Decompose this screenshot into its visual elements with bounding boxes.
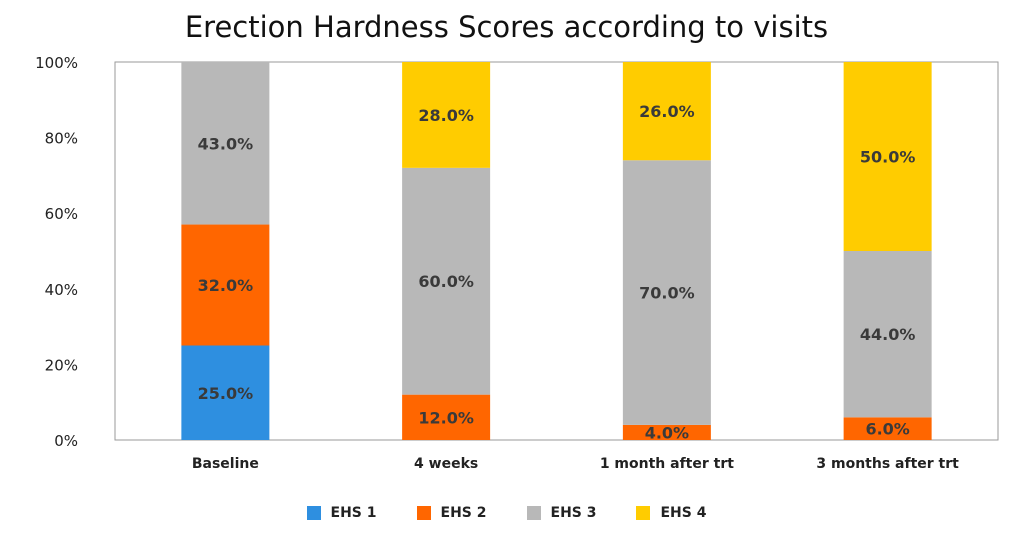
legend-swatch-ehs-3 [526, 506, 541, 520]
data-label-ehs-4-1-month-after-trt: 26.0% [639, 102, 695, 121]
bar-segment-ehs-3-baseline [181, 62, 270, 225]
legend-label-ehs-4: EHS 4 [660, 505, 707, 521]
legend-item-ehs-1: EHS 1 [306, 505, 377, 521]
data-label-ehs-3-1-month-after-trt: 70.0% [639, 284, 695, 303]
data-label-ehs-4-3-months-after-trt: 50.0% [860, 148, 916, 167]
chart-title: Erection Hardness Scores according to vi… [184, 10, 829, 44]
legend-label-ehs-1: EHS 1 [330, 505, 377, 521]
legend-label-ehs-2: EHS 2 [440, 505, 487, 521]
stacked-bar-chart: 0% 20% 40% 60% 80% 100% 25.0% 32.0% 43.0% Baselin… [35, 54, 999, 472]
bar-segment-ehs-3-1-month-after-trt [622, 160, 711, 425]
data-label-ehs-3-3-months-after-trt: 44.0% [860, 325, 916, 344]
x-tick-label-1-month-after-trt: 1 month after trt [600, 456, 734, 472]
data-label-ehs-2-baseline: 32.0% [198, 276, 254, 295]
data-label-ehs-2-3-months-after-trt: 6.0% [865, 420, 909, 439]
legend-swatch-ehs-4 [636, 506, 651, 520]
data-label-ehs-2-4-weeks: 12.0% [418, 408, 474, 427]
bar-segment-ehs-2-4-weeks [402, 394, 491, 440]
bar-segment-ehs-2-1-month-after-trt [622, 424, 711, 440]
legend-label-ehs-3: EHS 3 [550, 505, 597, 521]
legend: EHS 1 EHS 2 EHS 3 EHS 4 [0, 505, 1013, 521]
bar-segment-ehs-4-1-month-after-trt [622, 62, 711, 161]
data-label-ehs-2-1-month-after-trt: 4.0% [645, 423, 689, 442]
bar-segment-ehs-3-4-weeks [402, 167, 491, 395]
data-label-ehs-1-baseline: 25.0% [198, 384, 254, 403]
y-tick-label: 0% [54, 432, 78, 450]
bar-segment-ehs-2-baseline [181, 224, 270, 346]
plot-frame [114, 61, 999, 441]
y-tick-label: 80% [45, 130, 78, 148]
data-label-ehs-3-4-weeks: 60.0% [418, 272, 474, 291]
y-tick-label: 20% [45, 356, 78, 374]
legend-swatch-ehs-1 [306, 506, 321, 520]
bar-segment-ehs-4-4-weeks [402, 62, 491, 168]
y-tick-label: 40% [45, 281, 78, 299]
data-label-ehs-3-baseline: 43.0% [198, 134, 254, 153]
bar-segment-ehs-4-3-months-after-trt [843, 62, 932, 251]
x-tick-label-3-months-after-trt: 3 months after trt [816, 456, 959, 472]
y-tick-label: 60% [45, 205, 78, 223]
bar-segment-ehs-1-baseline [181, 345, 270, 440]
legend-item-ehs-3: EHS 3 [526, 505, 597, 521]
y-tick-label: 100% [35, 54, 78, 72]
x-tick-label-baseline: Baseline [192, 456, 259, 472]
legend-swatch-ehs-2 [416, 506, 431, 520]
x-tick-label-4-weeks: 4 weeks [414, 456, 478, 472]
data-label-ehs-4-4-weeks: 28.0% [418, 106, 474, 125]
legend-item-ehs-2: EHS 2 [416, 505, 487, 521]
legend-item-ehs-4: EHS 4 [636, 505, 706, 521]
bar-segment-ehs-3-3-months-after-trt [843, 251, 932, 418]
bar-segment-ehs-2-3-months-after-trt [843, 417, 932, 440]
